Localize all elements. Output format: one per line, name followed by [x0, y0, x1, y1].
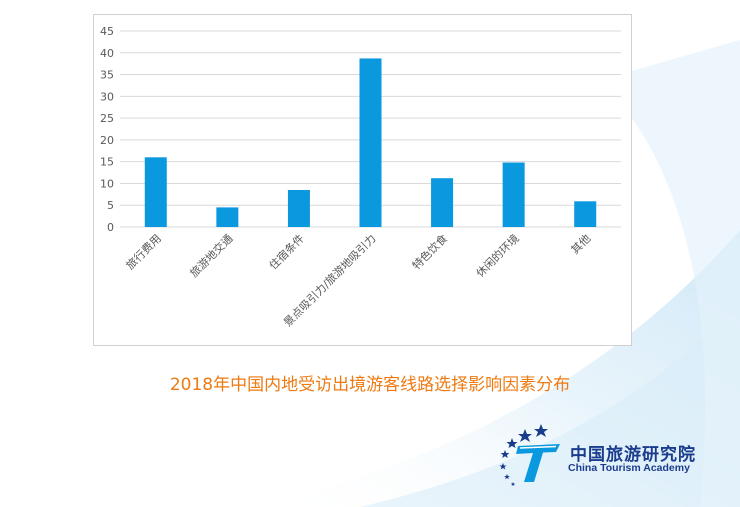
y-tick-label: 0 — [107, 221, 114, 234]
chart-frame: 0 5 10 15 20 25 30 35 40 45 旅行费用 旅游地交通 住宿条件 景点吸引力/旅游… — [93, 14, 632, 346]
x-category-label: 休闲的环境 — [473, 231, 522, 280]
x-category-label: 旅游地交通 — [187, 231, 236, 280]
bar — [574, 201, 597, 227]
bars — [144, 58, 597, 227]
chart-title: 2018年中国内地受访出境游客线路选择影响因素分布 — [169, 375, 571, 395]
x-category-label: 旅行费用 — [123, 231, 164, 272]
y-tick-label: 20 — [100, 134, 114, 147]
y-tick-label: 25 — [100, 112, 114, 125]
bar — [359, 58, 382, 227]
y-tick-label: 5 — [107, 199, 114, 212]
x-category-label: 其他 — [569, 232, 594, 257]
x-category-label: 特色饮食 — [409, 231, 450, 272]
bar — [502, 162, 525, 227]
y-axis-ticks: 0 5 10 15 20 25 30 35 40 45 — [100, 25, 114, 234]
t-mark-icon — [516, 444, 560, 482]
x-category-label: 住宿条件 — [266, 231, 307, 272]
y-tick-label: 35 — [100, 69, 114, 82]
y-tick-label: 30 — [100, 90, 114, 103]
logo-name-cn: 中国旅游研究院 — [570, 445, 696, 465]
bar — [287, 189, 310, 227]
bar — [216, 207, 239, 227]
bar — [431, 178, 454, 227]
gridlines — [120, 30, 621, 228]
y-tick-label: 45 — [100, 25, 114, 38]
y-tick-label: 10 — [100, 177, 114, 190]
y-tick-label: 40 — [100, 47, 114, 60]
china-tourism-academy-logo — [499, 424, 560, 486]
bar — [144, 157, 167, 227]
logo-name-en: China Tourism Academy — [568, 462, 690, 474]
y-tick-label: 15 — [100, 156, 114, 169]
